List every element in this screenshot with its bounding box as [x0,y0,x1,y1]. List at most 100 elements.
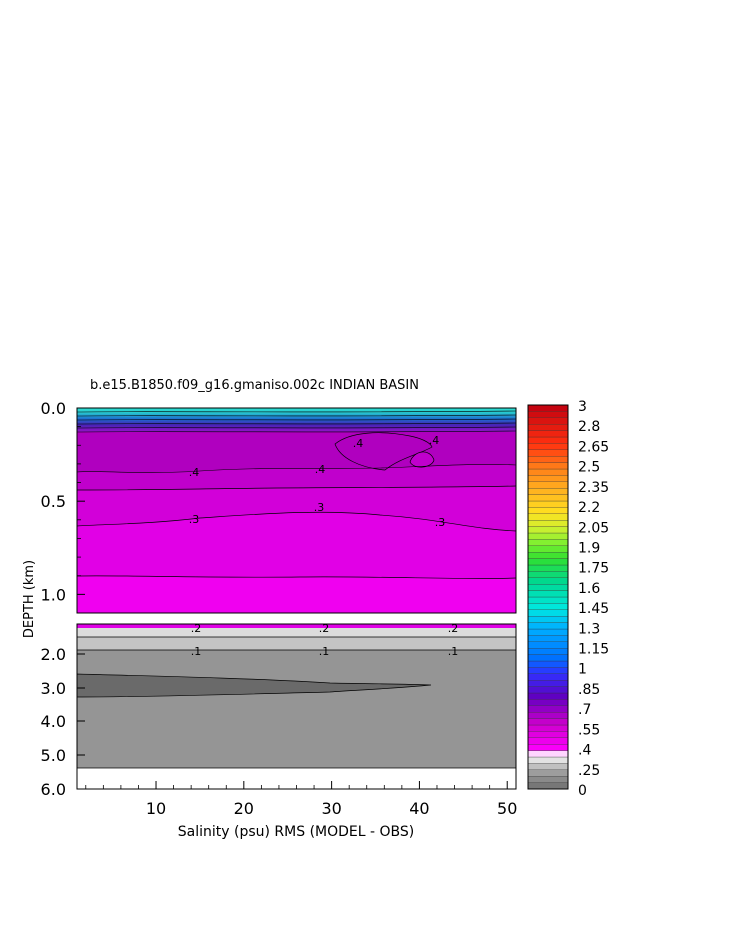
colorbar-swatch [527,692,569,700]
colorbar-swatch [527,673,569,681]
colorbar-swatch [527,494,569,502]
contour-line [76,575,517,579]
colorbar-swatch [527,635,569,642]
x-tick-label: 50 [497,799,517,818]
colorbar-swatch [527,616,569,623]
colorbar-swatch [527,443,569,450]
y-tick-label: 4.0 [41,712,66,731]
colorbar-swatch [527,782,569,790]
colorbar-swatch [527,532,569,540]
colorbar-swatch [527,577,569,585]
colorbar-swatch [527,628,569,636]
colorbar-labels: 3 2.8 2.65 2.5 2.35 2.2 2.05 1.9 1.75 1.6 1.45 1.3 1… [578,399,609,799]
contour-line [76,410,517,413]
colorbar-swatch [527,776,569,783]
contour-line [76,511,517,532]
colorbar-swatch [527,680,569,687]
colorbar-label: 1.3 [578,621,600,637]
colorbar-swatch [527,564,569,572]
contour-label: .1 [319,645,330,658]
colorbar-swatch [527,456,569,463]
y-tick-label: 2.0 [41,645,66,664]
colorbar-swatch [527,603,569,610]
colorbar-swatch [527,584,569,591]
colorbar-label: 2.8 [578,419,600,435]
colorbar-label: 3 [578,399,587,415]
colorbar-label: 0 [578,783,587,799]
colorbar-swatch [527,539,569,546]
colorbar-swatch [527,507,569,514]
colorbar-label: .55 [578,722,600,738]
colorbar-swatch [527,750,569,758]
x-tick-label: 20 [234,799,254,818]
colorbar-label: 1.75 [578,561,609,577]
x-tick-label: 10 [146,799,166,818]
upper-panel-frame [76,407,517,614]
colorbar-swatch [527,596,569,604]
colorbar-swatch [527,513,569,521]
contour-label: .3 [189,513,200,526]
x-tick-label: 40 [409,799,429,818]
colorbar-swatch [527,737,569,745]
contour-label: .2 [191,622,202,635]
contour-label: .4 [189,466,200,479]
contour-line [76,418,517,421]
colorbar-swatch [527,686,569,694]
colorbar-label: .85 [578,682,600,698]
x-tick-label: 30 [321,799,341,818]
colorbar-label: 1.15 [578,642,609,658]
colorbar-swatch [527,545,569,553]
colorbar-swatch [527,475,569,482]
contour-line [76,426,517,429]
y-tick-label: 3.0 [41,679,66,698]
contour-line [76,430,517,433]
contour-line [76,464,517,473]
lower-dark-tongue [76,673,432,698]
colorbar-swatch [527,648,569,655]
y-axis-lower: 2.0 3.0 4.0 5.0 6.0 [41,645,85,799]
colorbar-swatch [527,411,569,418]
colorbar-label: 1 [578,662,587,678]
y-tick-label: 0.5 [41,492,66,511]
colorbar-label: 1.45 [578,601,609,617]
colorbar-label: 2.65 [578,439,609,455]
lower-contour-labels: .2 .2 .2 .1 .1 .1 [191,622,459,658]
colorbar-label: .7 [578,702,591,718]
colorbar-swatch [527,731,569,738]
y-tick-label: 0.0 [41,399,66,418]
colorbar-swatch [527,590,569,598]
colorbar-swatch [527,481,569,489]
upper-patch-45 [334,432,433,471]
colorbar-swatch [527,641,569,649]
colorbar-swatch [527,468,569,476]
y-axis-label: DEPTH (km) [22,560,37,638]
contour-line [76,414,517,417]
colorbar-swatch [527,558,569,566]
colorbar-swatch [527,622,569,630]
colorbar-swatch [527,424,569,431]
colorbar-label: 2.5 [578,460,600,476]
colorbar-swatch [527,756,569,764]
y-tick-label: 6.0 [41,780,66,799]
colorbar-swatch [527,430,569,438]
colorbar-swatch [527,462,569,470]
colorbar-label: 2.2 [578,500,600,516]
contour-label: .3 [314,501,325,514]
contour-label: .1 [448,645,459,658]
contour-label: .4 [429,434,440,447]
upper-panel: .4 .4 .4 .4 .3 .3 .3 [76,407,517,614]
colorbar-swatch [527,654,569,662]
upper-contour-labels: .4 .4 .4 .4 .3 .3 .3 [189,434,446,529]
x-axis: 10 20 30 40 50 [85,781,517,818]
contour-label: .4 [353,437,364,450]
chart-title: b.e15.B1850.f09_g16.gmaniso.002c INDIAN … [90,378,419,393]
colorbar-swatch [527,436,569,444]
colorbar-swatch [527,552,569,559]
y-axis-upper: 0.0 0.5 1.0 [41,399,85,614]
colorbar-swatch [527,526,569,534]
colorbar-label: 1.6 [578,581,600,597]
colorbar-swatch [527,724,569,732]
colorbar-swatch [527,667,569,674]
colorbar-swatch [527,660,569,668]
